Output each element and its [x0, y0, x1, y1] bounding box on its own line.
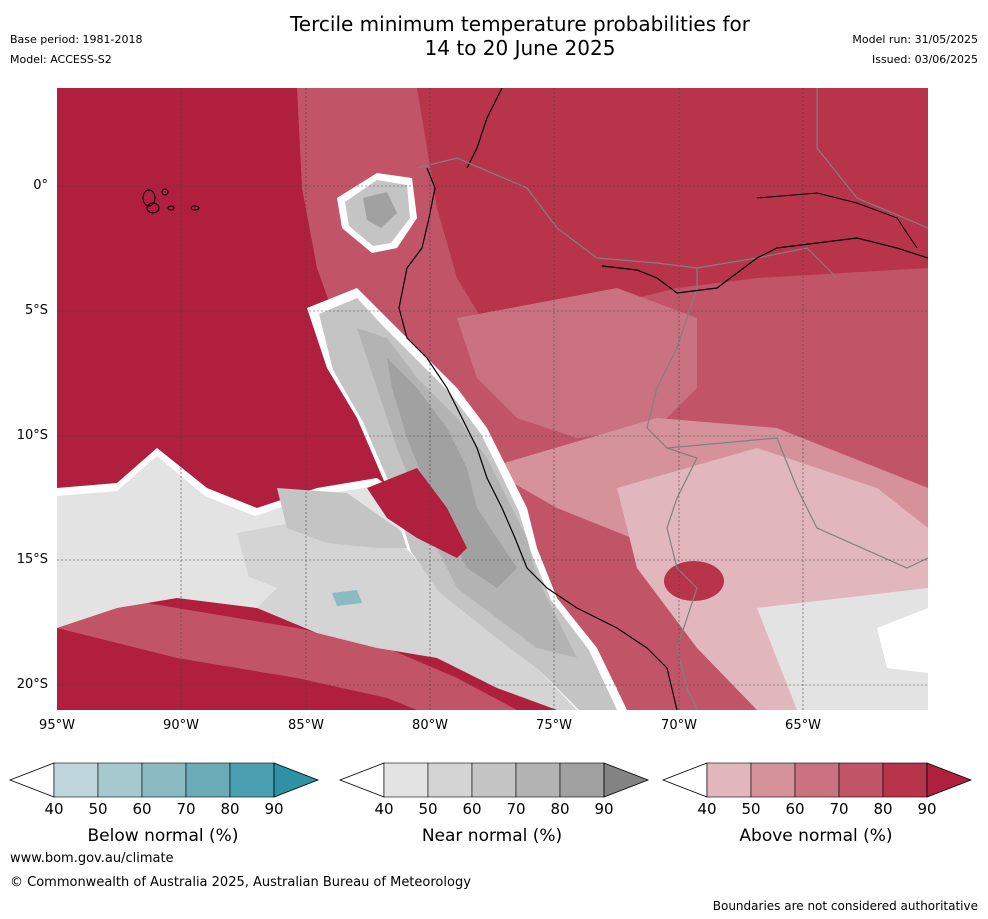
near-normal-title: Near normal (%) [421, 826, 563, 846]
above-normal-max-arrow [926, 762, 973, 798]
lat-label-5s: 5°S [24, 303, 48, 318]
below-normal-patch [332, 590, 362, 606]
disclaimer-text: Boundaries are not considered authoritat… [712, 899, 978, 913]
near-normal-80-region [387, 358, 517, 588]
below-normal-tick-label: 70 [176, 800, 196, 818]
model-name: Model: ACCESS-S2 [10, 53, 112, 66]
near-normal-tick-label: 60 [462, 800, 482, 818]
above-normal-tick-label: 90 [917, 800, 937, 818]
above-normal-segment [706, 762, 752, 798]
issued-date: Issued: 03/06/2025 [871, 53, 978, 66]
above-normal-colorbar [661, 762, 973, 798]
lon-label-85w: 85°W [288, 718, 324, 733]
above-normal-70-region [457, 288, 697, 438]
below-normal-segment [141, 762, 187, 798]
below-normal-tick-label: 80 [220, 800, 240, 818]
near-normal-min-arrow [338, 762, 385, 798]
copyright-text: © Commonwealth of Australia 2025, Austra… [10, 875, 471, 890]
above-normal-tick-label: 60 [785, 800, 805, 818]
below-normal-segment [53, 762, 99, 798]
below-normal-min-arrow [8, 762, 55, 798]
above-normal-segment [838, 762, 884, 798]
above-normal-segment [750, 762, 796, 798]
lon-label-65w: 65°W [785, 718, 821, 733]
above-normal-tick-label: 70 [829, 800, 849, 818]
website-link[interactable]: www.bom.gov.au/climate [10, 851, 174, 866]
near-normal-tick-label: 90 [594, 800, 614, 818]
above-normal-tick-label: 40 [697, 800, 717, 818]
near-normal-segment [383, 762, 429, 798]
colorbar-ticks: 40 50 60 70 80 90 40 50 60 70 80 90 40 50 60 70 80 90 [0, 800, 988, 822]
below-normal-title: Below normal (%) [87, 826, 239, 846]
near-normal-segment [559, 762, 605, 798]
lat-label-0: 0° [33, 178, 48, 193]
lon-label-70w: 70°W [661, 718, 697, 733]
above-normal-segment [794, 762, 840, 798]
lon-label-90w: 90°W [163, 718, 199, 733]
near-normal-max-arrow [603, 762, 650, 798]
title-line-2: 14 to 20 June 2025 [424, 36, 616, 60]
lon-label-80w: 80°W [412, 718, 448, 733]
below-normal-segment [185, 762, 231, 798]
meta-left: Base period: 1981-2018 Model: ACCESS-S2 [10, 30, 142, 70]
country-border [416, 157, 838, 279]
probability-map [57, 88, 928, 710]
coastline [398, 167, 678, 710]
near-normal-tick-label: 40 [374, 800, 394, 818]
near-normal-segment [515, 762, 561, 798]
near-normal-tick-label: 70 [506, 800, 526, 818]
above-normal-segment [882, 762, 928, 798]
below-normal-tick-label: 50 [88, 800, 108, 818]
below-normal-segment [229, 762, 275, 798]
below-normal-tick-label: 60 [132, 800, 152, 818]
above-normal-min-arrow [661, 762, 708, 798]
below-normal-tick-label: 40 [44, 800, 64, 818]
amazon-river [601, 237, 928, 294]
colorbars [8, 762, 973, 798]
title-line-1: Tercile minimum temperature probabilitie… [289, 12, 751, 36]
near-normal-colorbar [338, 762, 650, 798]
map-title: Tercile minimum temperature probabilitie… [200, 12, 840, 60]
gridlines [57, 88, 928, 710]
below-normal-colorbar [8, 762, 320, 798]
near-normal-tick-label: 80 [550, 800, 570, 818]
lon-label-95w: 95°W [39, 718, 75, 733]
galapagos-islands [142, 188, 200, 214]
base-period: Base period: 1981-2018 [10, 33, 143, 46]
near-normal-60-region [237, 518, 617, 710]
lat-label-15s: 15°S [16, 552, 48, 567]
above-normal-tick-label: 80 [873, 800, 893, 818]
lat-label-10s: 10°S [16, 428, 48, 443]
near-normal-tick-label: 50 [418, 800, 438, 818]
near-normal-segment [427, 762, 473, 798]
lon-label-75w: 75°W [536, 718, 572, 733]
above-normal-title: Above normal (%) [739, 826, 893, 846]
meta-right: Model run: 31/05/2025 Issued: 03/06/2025 [852, 30, 978, 70]
below-normal-tick-label: 90 [264, 800, 284, 818]
above-normal-tick-label: 50 [741, 800, 761, 818]
near-normal-50-region [57, 456, 449, 600]
below-normal-segment [97, 762, 143, 798]
below-normal-max-arrow [273, 762, 320, 798]
near-normal-segment [471, 762, 517, 798]
lat-label-20s: 20°S [16, 677, 48, 692]
model-run: Model run: 31/05/2025 [852, 33, 978, 46]
